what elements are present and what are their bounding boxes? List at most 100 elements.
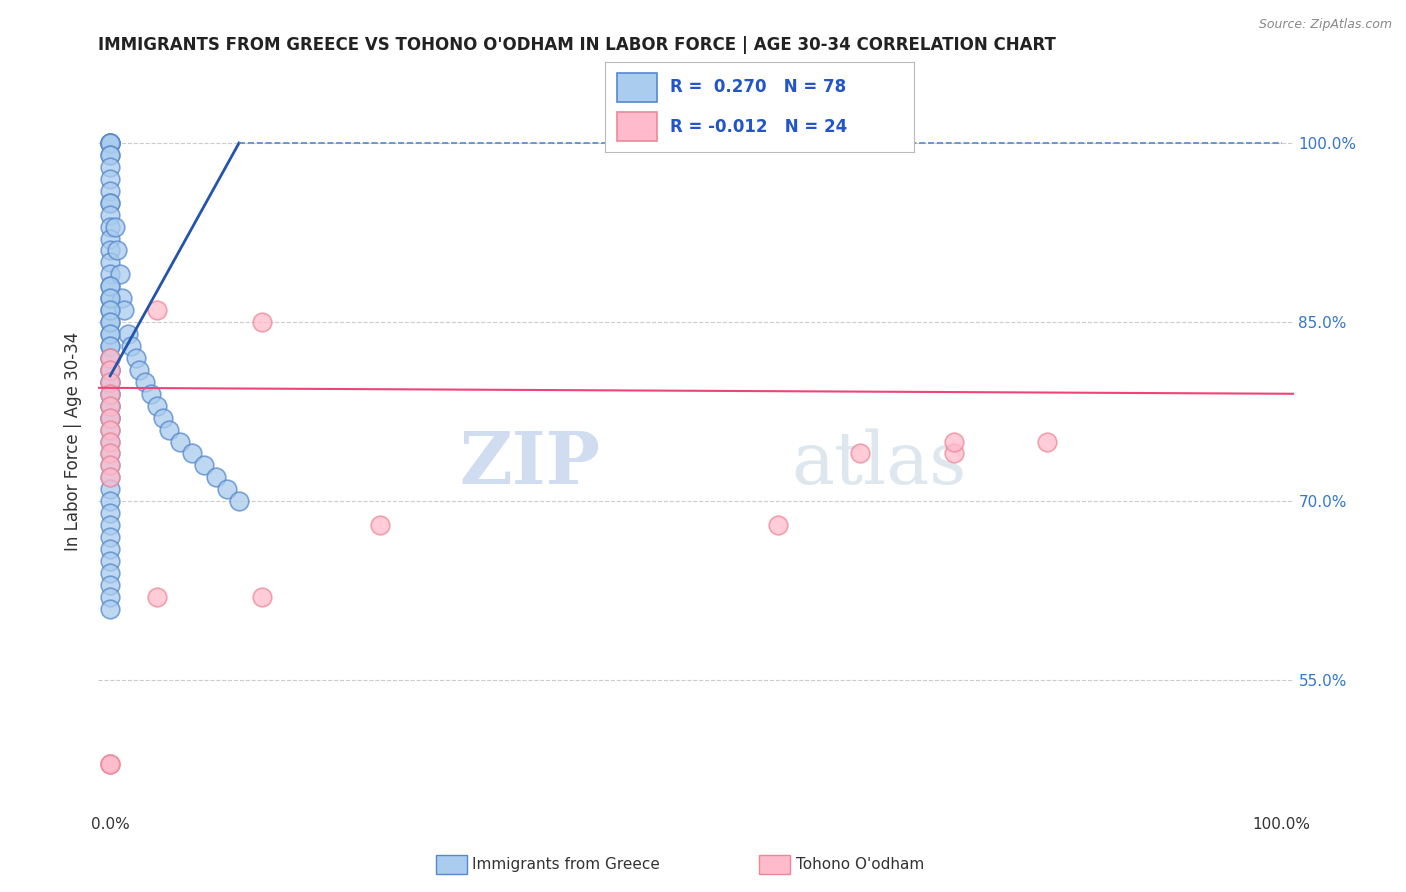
Point bbox=[98, 136, 121, 150]
Point bbox=[98, 506, 121, 520]
Point bbox=[98, 327, 121, 342]
Point bbox=[98, 590, 121, 604]
Point bbox=[98, 195, 121, 210]
Point bbox=[98, 434, 121, 449]
Point bbox=[125, 351, 148, 365]
Point bbox=[98, 578, 121, 592]
Point bbox=[849, 446, 872, 460]
Point bbox=[105, 244, 128, 258]
Point bbox=[98, 208, 121, 222]
Text: Tohono O'odham: Tohono O'odham bbox=[796, 857, 924, 871]
Point bbox=[98, 279, 121, 293]
Point bbox=[111, 291, 134, 305]
Text: atlas: atlas bbox=[792, 428, 967, 499]
Point bbox=[98, 231, 121, 245]
Point bbox=[98, 423, 121, 437]
Point bbox=[942, 434, 965, 449]
Point bbox=[98, 410, 121, 425]
Point bbox=[98, 756, 121, 771]
Point bbox=[98, 386, 121, 401]
Point bbox=[98, 160, 121, 174]
Point bbox=[98, 386, 121, 401]
Text: R =  0.270   N = 78: R = 0.270 N = 78 bbox=[669, 78, 845, 96]
Point bbox=[98, 601, 121, 615]
Point bbox=[193, 458, 215, 473]
Point bbox=[98, 195, 121, 210]
Point bbox=[98, 470, 121, 484]
Point bbox=[181, 446, 204, 460]
Point bbox=[98, 423, 121, 437]
Point bbox=[228, 494, 250, 508]
Point bbox=[98, 446, 121, 460]
Point bbox=[98, 244, 121, 258]
Point bbox=[98, 327, 121, 342]
Point bbox=[98, 363, 121, 377]
Point bbox=[98, 566, 121, 580]
Point bbox=[98, 375, 121, 389]
FancyBboxPatch shape bbox=[617, 73, 657, 102]
Text: Immigrants from Greece: Immigrants from Greece bbox=[472, 857, 661, 871]
Point bbox=[98, 303, 121, 318]
Point bbox=[141, 386, 163, 401]
Point bbox=[98, 148, 121, 162]
Point bbox=[108, 268, 131, 282]
Point bbox=[98, 470, 121, 484]
Point bbox=[98, 351, 121, 365]
Point bbox=[98, 351, 121, 365]
Point bbox=[98, 518, 121, 533]
Point bbox=[146, 590, 169, 604]
Text: ZIP: ZIP bbox=[460, 428, 600, 500]
Text: Source: ZipAtlas.com: Source: ZipAtlas.com bbox=[1258, 18, 1392, 31]
Point bbox=[98, 171, 121, 186]
Point bbox=[98, 363, 121, 377]
Point bbox=[98, 136, 121, 150]
Point bbox=[169, 434, 191, 449]
Point bbox=[98, 279, 121, 293]
Point bbox=[98, 399, 121, 413]
Point bbox=[146, 303, 169, 318]
Point bbox=[120, 339, 142, 353]
Point bbox=[112, 303, 135, 318]
Point bbox=[157, 423, 180, 437]
Point bbox=[146, 399, 169, 413]
Point bbox=[766, 518, 789, 533]
Text: R = -0.012   N = 24: R = -0.012 N = 24 bbox=[669, 118, 846, 136]
Point bbox=[942, 446, 965, 460]
Point bbox=[98, 136, 121, 150]
Point bbox=[98, 458, 121, 473]
Point bbox=[98, 148, 121, 162]
Point bbox=[98, 363, 121, 377]
Point bbox=[98, 291, 121, 305]
Point bbox=[98, 446, 121, 460]
Point bbox=[98, 458, 121, 473]
Point bbox=[128, 363, 150, 377]
Point bbox=[98, 255, 121, 269]
Point bbox=[98, 554, 121, 568]
Point bbox=[152, 410, 174, 425]
Point bbox=[217, 483, 239, 497]
Point bbox=[98, 268, 121, 282]
Point bbox=[98, 756, 121, 771]
Point bbox=[98, 303, 121, 318]
Point bbox=[98, 434, 121, 449]
Point bbox=[117, 327, 139, 342]
Point bbox=[98, 483, 121, 497]
Point bbox=[252, 590, 274, 604]
FancyBboxPatch shape bbox=[617, 112, 657, 141]
Point bbox=[98, 386, 121, 401]
Point bbox=[368, 518, 391, 533]
Point bbox=[252, 315, 274, 329]
Y-axis label: In Labor Force | Age 30-34: In Labor Force | Age 30-34 bbox=[65, 332, 83, 551]
Point bbox=[98, 136, 121, 150]
Point bbox=[134, 375, 156, 389]
Point bbox=[98, 399, 121, 413]
Point bbox=[98, 339, 121, 353]
Point bbox=[98, 375, 121, 389]
Point bbox=[98, 219, 121, 234]
Text: IMMIGRANTS FROM GREECE VS TOHONO O'ODHAM IN LABOR FORCE | AGE 30-34 CORRELATION : IMMIGRANTS FROM GREECE VS TOHONO O'ODHAM… bbox=[98, 36, 1056, 54]
Point bbox=[98, 291, 121, 305]
Point bbox=[98, 410, 121, 425]
Point bbox=[104, 219, 127, 234]
Point bbox=[98, 410, 121, 425]
Point bbox=[98, 375, 121, 389]
